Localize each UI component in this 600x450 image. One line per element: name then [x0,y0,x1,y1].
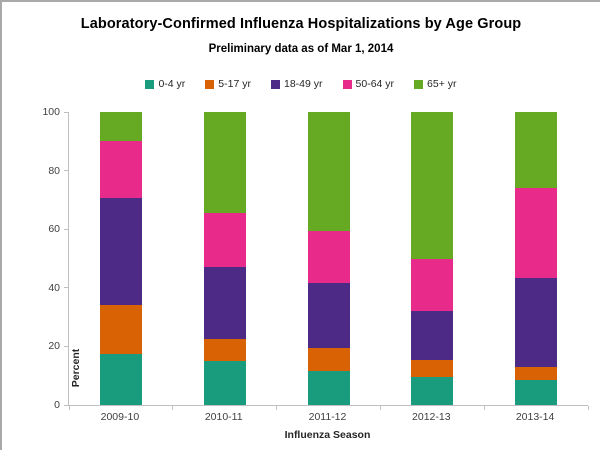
bar-segment-0-4yr [411,377,454,405]
y-tick-mark [64,345,68,347]
bar-segment-0-4yr [515,380,558,405]
legend-swatch-icon [145,79,155,89]
x-tick-mark [587,406,589,410]
bar-segment-18-49yr [411,311,454,360]
bar-2010-11 [203,112,246,405]
bar-2011-12 [307,112,350,405]
bar-segment-50-64yr [203,213,246,268]
legend-swatch-icon [205,79,215,89]
y-tick-label: 40 [48,281,60,294]
bar-segment-0-4yr [307,371,350,405]
y-tick-label: 100 [42,106,60,118]
bar-2012-13 [411,112,454,405]
bar-segment-18-49yr [307,283,350,348]
bar-segment-5-17yr [515,366,558,381]
bar-segment-5-17yr [203,339,246,362]
bar-2009-10 [99,112,142,405]
x-tick-label: 2010-11 [204,411,243,423]
bar-segment-65+yr [203,112,246,214]
y-tick-label: 80 [48,164,60,177]
x-tick-label: 2009-10 [100,411,140,423]
bar-segment-0-4yr [203,361,246,405]
bar-segment-65+yr [99,112,142,142]
legend-item-18-49yr: 18-49 yr [270,78,323,90]
y-tick-label: 0 [54,399,60,411]
x-tick-mark [483,406,485,410]
y-tick-mark [64,404,68,406]
legend-label: 50-64 yr [355,78,395,90]
legend-item-5-17yr: 5-17 yr [205,78,251,90]
legend-label: 18-49 yr [283,78,323,90]
y-tick-mark [64,287,68,289]
legend: 0-4 yr 5-17 yr 18-49 yr 50-64 yr 65+ yr [2,78,600,90]
bar-segment-65+yr [411,112,454,259]
x-tick-mark [276,406,278,410]
legend-label: 5-17 yr [218,78,251,90]
bar-segment-0-4yr [99,353,142,405]
bar-segment-18-49yr [515,277,558,367]
bar-segment-65+yr [307,112,350,231]
plot-area: Percent 0 20 40 60 80 100 [42,107,589,410]
x-tick-mark [172,406,174,410]
y-tick-label: 60 [48,223,60,236]
x-tick-label: 2013-14 [515,411,555,423]
legend-item-0-4yr: 0-4 yr [145,78,185,90]
x-tick-label: 2011-12 [308,411,347,423]
bar-segment-50-64yr [411,258,454,312]
bar-segment-5-17yr [411,359,454,378]
y-tick-mark [64,111,68,113]
bar-segment-65+yr [515,112,558,189]
bar-segment-50-64yr [515,188,558,278]
chart-subtitle: Preliminary data as of Mar 1, 2014 [208,43,394,55]
bar-segment-5-17yr [307,347,350,372]
x-tick-mark [68,406,70,410]
legend-swatch-icon [270,79,280,89]
bar-segment-50-64yr [99,141,142,199]
legend-label: 65+ yr [427,78,457,90]
y-axis-title: Percent [70,348,82,388]
legend-item-65+yr: 65+ yr [414,78,457,90]
y-tick-mark [64,228,68,230]
legend-item-50-64yr: 50-64 yr [342,78,395,90]
y-tick-mark [64,170,68,172]
bar-2013-14 [515,112,558,405]
legend-label: 0-4 yr [158,78,186,90]
bar-segment-18-49yr [99,198,142,306]
y-tick-label: 20 [48,340,60,353]
bar-segment-5-17yr [99,305,142,354]
legend-swatch-icon [342,79,352,89]
x-axis-title: Influenza Season [284,429,371,441]
x-tick-label: 2012-13 [412,411,451,423]
legend-swatch-icon [414,79,424,89]
x-tick-mark [379,406,381,410]
bar-segment-50-64yr [307,230,350,284]
bar-segment-18-49yr [203,267,246,340]
chart-title: Laboratory-Confirmed Influenza Hospitali… [80,16,522,32]
